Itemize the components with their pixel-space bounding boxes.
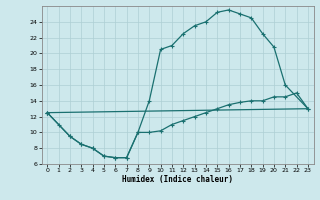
- X-axis label: Humidex (Indice chaleur): Humidex (Indice chaleur): [122, 175, 233, 184]
